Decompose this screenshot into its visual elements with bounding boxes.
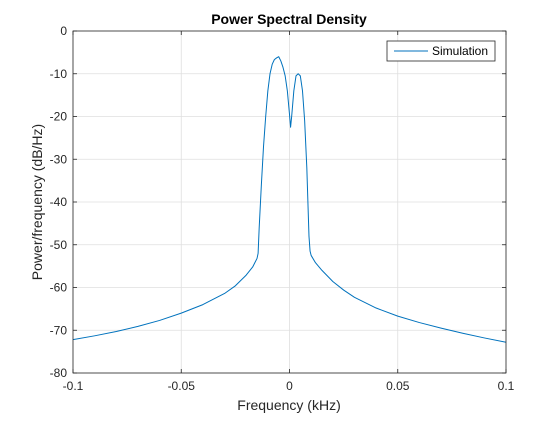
x-axis-label: Frequency (kHz): [237, 397, 340, 413]
x-tick-label: -0.1: [63, 379, 84, 393]
legend-entry-simulation: Simulation: [432, 44, 488, 58]
x-tick-label: 0.05: [386, 379, 410, 393]
y-tick-label: -40: [50, 195, 68, 209]
x-tick-label: -0.05: [168, 379, 196, 393]
series-layer: [72, 56, 507, 343]
chart-title: Power Spectral Density: [211, 11, 367, 27]
ticks: -0.1 -0.05 0 0.05 0.1 0 -10 -20 -30 -40 -50 -60 -70 -…: [50, 24, 515, 393]
x-tick-label: 0: [286, 379, 293, 393]
y-tick-label: -70: [50, 323, 68, 337]
y-tick-label: 0: [60, 24, 67, 38]
y-tick-label: -60: [50, 281, 68, 295]
y-tick-label: -30: [50, 152, 68, 166]
legend: Simulation: [386, 40, 496, 62]
y-axis-label: Power/frequency (dB/Hz): [29, 124, 45, 280]
legend-box: [386, 40, 496, 62]
series-line-simulation: [72, 56, 507, 343]
y-tick-label: -20: [50, 110, 68, 124]
y-tick-label: -10: [50, 67, 68, 81]
y-tick-label: -50: [50, 238, 68, 252]
y-tick-label: -80: [50, 366, 68, 380]
x-tick-label: 0.1: [498, 379, 515, 393]
